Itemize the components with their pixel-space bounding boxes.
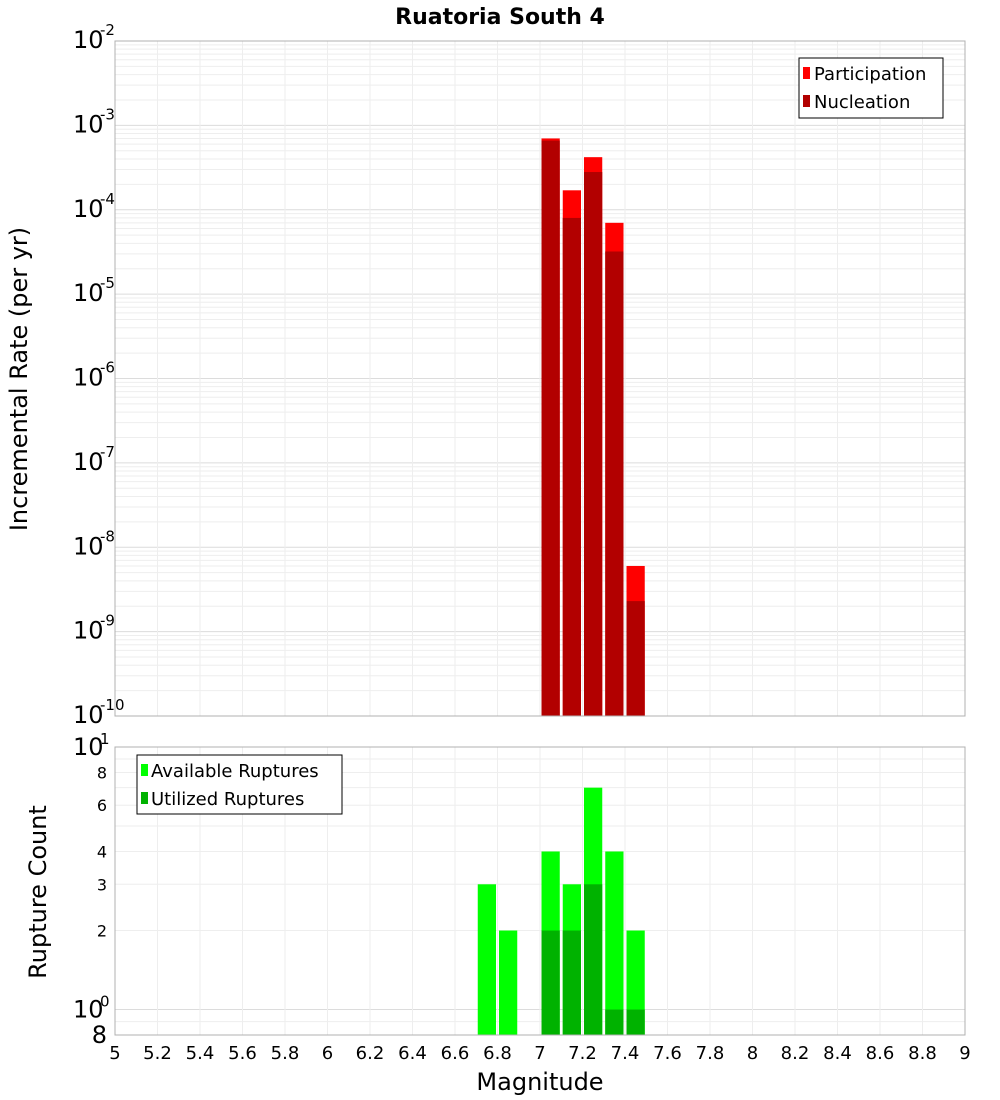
- participation-legend-swatch: [803, 67, 810, 79]
- rupture-plot-border: [114, 746, 966, 1036]
- x-tick-label: 6.6: [441, 1043, 470, 1064]
- rate-y-tick-label-base: 10: [73, 279, 104, 307]
- x-tick-label: 8.4: [823, 1043, 852, 1064]
- rate-y-tick-label-exponent: -2: [100, 21, 115, 39]
- x-tick-label: 7.8: [696, 1043, 725, 1064]
- rate-y-tick-label-base: 10: [73, 26, 104, 54]
- x-axis-ticks: 5 5.2 5.4 5.6 5.8 6 6.2 6.4 6.6 6.8 7 7.2 7.4 7.6 7.8 8…: [109, 1043, 970, 1064]
- rate-y-tick-label-base: 10: [73, 701, 104, 729]
- x-tick-label: 6.2: [356, 1043, 385, 1064]
- rupture-y-tick-label: 8: [97, 763, 107, 782]
- rate-plot-grid: [114, 41, 966, 717]
- x-tick-label: 7.2: [568, 1043, 597, 1064]
- rupture-y-tick-label: 2: [97, 922, 107, 941]
- rate-plot-legend: Participation Nucleation: [798, 57, 944, 119]
- x-tick-label: 8: [747, 1043, 758, 1064]
- nucleation-legend-label: Nucleation: [814, 92, 910, 113]
- available-ruptures-bar: [626, 930, 645, 1035]
- rate-legend-box: [798, 57, 944, 119]
- x-tick-label: 7.6: [653, 1043, 682, 1064]
- x-tick-label: 7: [534, 1043, 545, 1064]
- available-ruptures-bar: [477, 884, 496, 1035]
- available-ruptures-legend-label: Available Ruptures: [151, 761, 319, 782]
- rupture-plot-legend: Available Ruptures Utilized Ruptures: [136, 754, 343, 815]
- rate-y-tick-label-base: 10: [73, 448, 104, 476]
- x-tick-label: 5.6: [228, 1043, 257, 1064]
- nucleation-bar: [584, 172, 603, 716]
- available-ruptures-legend-swatch: [141, 764, 148, 776]
- rupture-y-tick-label-exponent: 0: [100, 993, 110, 1011]
- x-tick-label: 8.6: [866, 1043, 895, 1064]
- utilized-ruptures-bar: [584, 884, 603, 1035]
- nucleation-legend-swatch: [803, 95, 810, 107]
- nucleation-bar: [626, 601, 645, 716]
- x-tick-label: 5: [109, 1043, 120, 1064]
- x-tick-label: 7.4: [611, 1043, 640, 1064]
- rate-y-tick-label-base: 10: [73, 532, 104, 560]
- rupture-plot-y-axis-label: Rupture Count: [24, 805, 52, 979]
- x-tick-label: 6.4: [398, 1043, 427, 1064]
- rate-plot-bars: [541, 138, 645, 717]
- rupture-y-tick-label-exponent: 1: [100, 730, 110, 748]
- rate-y-tick-label-exponent: -10: [100, 696, 125, 714]
- rupture-y-tick-label-base: 10: [73, 996, 104, 1024]
- nucleation-bar: [562, 217, 581, 716]
- utilized-ruptures-legend-label: Utilized Ruptures: [151, 789, 304, 810]
- rate-y-tick-label-base: 10: [73, 364, 104, 392]
- x-axis-label: Magnitude: [476, 1068, 603, 1096]
- rupture-legend-box: [136, 754, 343, 815]
- available-ruptures-bar: [605, 851, 624, 1035]
- rupture-y-tick-label-base: 10: [73, 733, 104, 761]
- rate-y-tick-label-base: 10: [73, 617, 104, 645]
- rate-y-tick-label-exponent: -6: [100, 359, 115, 377]
- rupture-y-tick-label: 8: [92, 1021, 107, 1049]
- rate-y-tick-label-exponent: -8: [100, 527, 115, 545]
- utilized-ruptures-bar: [605, 1009, 624, 1035]
- rupture-y-tick-label: 4: [97, 842, 107, 861]
- nucleation-bar: [605, 251, 624, 716]
- x-tick-label: 8.8: [908, 1043, 937, 1064]
- utilized-ruptures-bar: [626, 1009, 645, 1035]
- chart-title: Ruatoria South 4: [395, 5, 605, 30]
- x-tick-label: 6.8: [483, 1043, 512, 1064]
- rate-plot-border: [114, 40, 966, 717]
- available-ruptures-bar: [499, 930, 518, 1035]
- rupture-y-tick-label: 3: [97, 875, 107, 894]
- rate-y-tick-label-exponent: -9: [100, 612, 115, 630]
- x-tick-label: 5.8: [271, 1043, 300, 1064]
- utilized-ruptures-bar: [541, 930, 560, 1035]
- rate-y-tick-label-exponent: -4: [100, 190, 115, 208]
- utilized-ruptures-bar: [562, 930, 581, 1035]
- x-tick-label: 6: [322, 1043, 333, 1064]
- participation-legend-label: Participation: [814, 64, 926, 85]
- x-tick-label: 9: [959, 1043, 970, 1064]
- nucleation-bar: [541, 140, 560, 717]
- rate-y-tick-label-exponent: -5: [100, 274, 115, 292]
- rate-y-tick-label-base: 10: [73, 195, 104, 223]
- rupture-plot-bars: [477, 787, 645, 1035]
- rate-plot-y-axis-label: Incremental Rate (per yr): [5, 227, 33, 531]
- rate-y-tick-label-exponent: -7: [100, 443, 115, 461]
- x-tick-label: 8.2: [781, 1043, 810, 1064]
- utilized-ruptures-legend-swatch: [141, 792, 148, 804]
- rupture-y-tick-label: 6: [97, 796, 107, 815]
- x-tick-label: 5.4: [186, 1043, 215, 1064]
- rate-y-tick-label-base: 10: [73, 110, 104, 138]
- rate-y-tick-label-exponent: -3: [100, 105, 115, 123]
- x-tick-label: 5.2: [143, 1043, 172, 1064]
